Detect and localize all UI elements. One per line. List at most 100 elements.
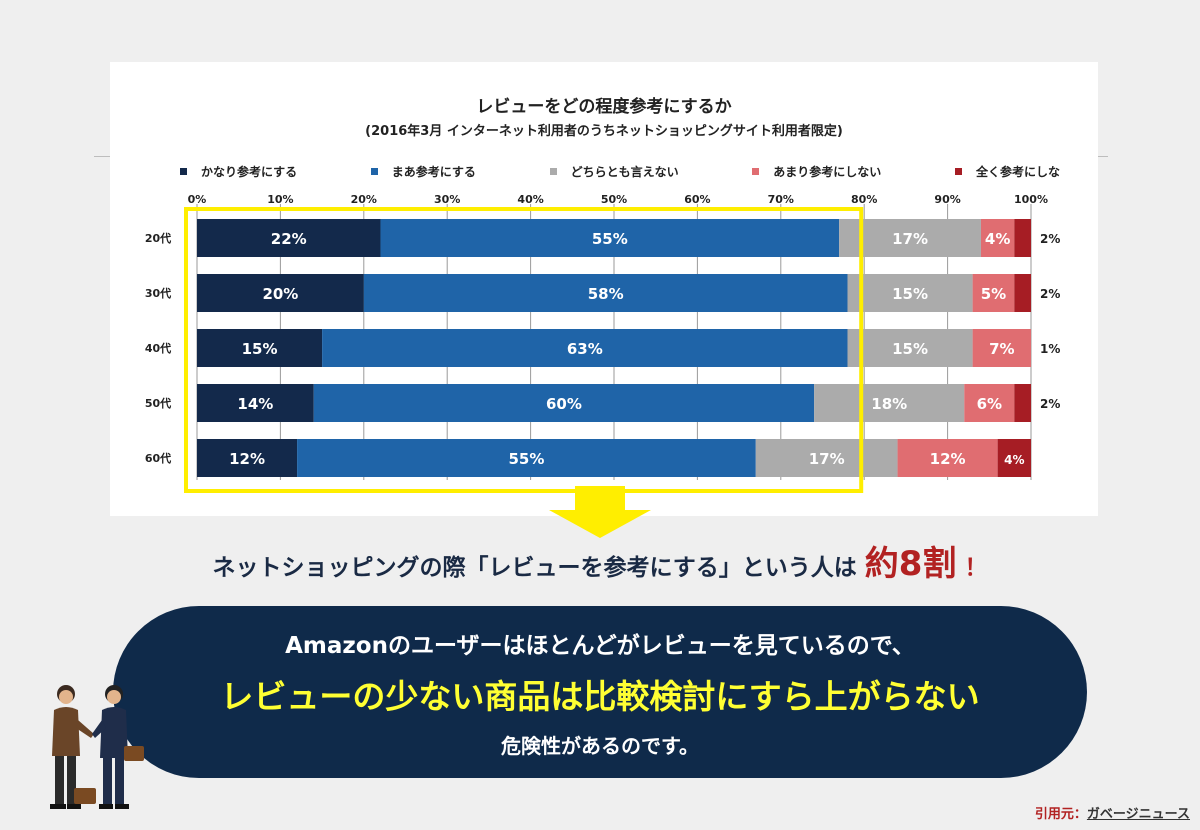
data-label: 15% xyxy=(892,285,928,303)
callout-line-3: 危険性があるのです。 xyxy=(501,734,699,758)
data-label: 7% xyxy=(989,340,1014,358)
data-label: 14% xyxy=(237,395,273,413)
x-tick-label: 80% xyxy=(851,193,877,206)
bar-segment xyxy=(980,219,1015,257)
data-label: 55% xyxy=(592,230,628,248)
data-label: 2% xyxy=(1040,397,1060,411)
chart-subtitle: (2016年3月 インターネット利用者のうちネットショッピングサイト利用者限定) xyxy=(365,124,843,139)
x-tick-label: 0% xyxy=(188,193,207,206)
legend-item: まあ参考にする xyxy=(370,163,476,180)
bar-segment xyxy=(972,274,1015,312)
bar-segment xyxy=(197,439,298,477)
data-label: 15% xyxy=(892,340,928,358)
business-people-illustration xyxy=(50,685,144,809)
bar-segment xyxy=(313,384,815,422)
legend-item: あまり参考にしない xyxy=(752,163,881,180)
bar-segment xyxy=(322,329,848,367)
chart-legend: かなり参考にする まあ参考にする どちらとも言えない あまり参考にしない 全く参考にしな xyxy=(180,162,1060,180)
bar-segment xyxy=(363,274,848,312)
x-tick-label: 60% xyxy=(684,193,710,206)
bar-segment xyxy=(297,439,756,477)
legend-label: どちらとも言えない xyxy=(570,164,679,179)
legend-label: 全く参考にしな xyxy=(975,164,1060,179)
data-label: 63% xyxy=(567,340,603,358)
x-tick-label: 40% xyxy=(517,193,543,206)
stacked-bar-chart: 0% 10% 20% 30% 40% 50% 60% 70% 80% 90% 100% 20代 22% 5… xyxy=(145,193,1060,493)
source-label: 引用元： xyxy=(1034,807,1087,822)
headline: ネットショッピングの際「レビューを参考にする」という人は 約8割 ！ xyxy=(0,536,1200,586)
data-label: 22% xyxy=(271,230,307,248)
data-label: 20% xyxy=(262,285,298,303)
divider-left xyxy=(94,156,110,157)
bar-segment xyxy=(897,439,998,477)
data-label: 2% xyxy=(1040,287,1060,301)
data-label: 4% xyxy=(1004,453,1024,467)
x-tick-label: 100% xyxy=(1014,193,1048,206)
bar-segment xyxy=(1014,384,1031,422)
bar-segment xyxy=(1014,219,1031,257)
data-label: 6% xyxy=(977,395,1002,413)
legend-label: かなり参考にする xyxy=(201,164,298,179)
source-link[interactable]: ガベージニュース xyxy=(1086,807,1190,822)
x-tick-label: 30% xyxy=(434,193,460,206)
bar-segment xyxy=(380,219,840,257)
bar-segment xyxy=(847,329,973,367)
data-label: 58% xyxy=(588,285,624,303)
legend-item: かなり参考にする xyxy=(180,163,297,180)
bar-segment xyxy=(197,219,381,257)
legend-swatch xyxy=(549,167,557,175)
legend-swatch xyxy=(954,167,962,175)
headline-suffix: ！ xyxy=(964,555,988,581)
data-label: 55% xyxy=(508,450,544,468)
legend-swatch xyxy=(370,167,378,175)
data-label: 18% xyxy=(871,395,907,413)
legend-label: あまり参考にしない xyxy=(773,164,882,179)
headline-emphasis: 約8割 xyxy=(864,544,957,584)
data-label: 5% xyxy=(981,285,1006,303)
category-label: 30代 xyxy=(145,286,171,300)
callout-box: Amazonのユーザーはほとんどがレビューを見ているので、 レビューの少ない商品… xyxy=(113,606,1087,778)
legend-item: どちらとも言えない xyxy=(549,163,679,180)
category-label: 20代 xyxy=(145,231,171,245)
x-tick-label: 10% xyxy=(267,193,293,206)
data-label: 12% xyxy=(930,450,966,468)
category-label: 40代 xyxy=(145,341,171,355)
data-label: 2% xyxy=(1040,232,1060,246)
data-label: 60% xyxy=(546,395,582,413)
legend-label: まあ参考にする xyxy=(391,164,476,179)
legend-item: 全く参考にしな xyxy=(954,163,1060,180)
data-label: 12% xyxy=(229,450,265,468)
highlight-frame xyxy=(184,207,864,493)
bar-segment xyxy=(197,329,323,367)
data-label: 17% xyxy=(892,230,928,248)
divider-right xyxy=(1098,156,1108,157)
callout-line-2: レビューの少ない商品は比較検討にすら上がらない xyxy=(220,677,980,716)
category-label: 50代 xyxy=(145,396,171,410)
bar-segment xyxy=(1014,274,1031,312)
bar-segment xyxy=(997,439,1031,477)
source-credit: 引用元：ガベージニュース xyxy=(1035,803,1190,822)
bar-segment xyxy=(197,384,314,422)
data-label: 15% xyxy=(242,340,278,358)
headline-prefix: ネットショッピングの際「レビューを参考にする」という人は xyxy=(212,555,857,581)
x-tick-label: 20% xyxy=(351,193,377,206)
x-tick-label: 70% xyxy=(768,193,794,206)
data-label: 4% xyxy=(985,230,1010,248)
category-label: 60代 xyxy=(145,451,171,465)
bar-segment xyxy=(972,329,1031,367)
bar-segment xyxy=(755,439,898,477)
bar-segment xyxy=(964,384,1015,422)
chart-title: レビューをどの程度参考にするか xyxy=(476,97,732,117)
legend-swatch xyxy=(752,167,760,175)
x-tick-label: 90% xyxy=(934,193,960,206)
data-label: 17% xyxy=(809,450,845,468)
data-label: 1% xyxy=(1040,342,1060,356)
bar-segment xyxy=(847,274,973,312)
x-tick-label: 50% xyxy=(601,193,627,206)
down-arrow-icon xyxy=(549,486,651,538)
legend-swatch xyxy=(180,167,187,175)
callout-line-1: Amazonのユーザーはほとんどがレビューを見ているので、 xyxy=(285,633,915,659)
chart-card: レビューをどの程度参考にするか (2016年3月 インターネット利用者のうちネッ… xyxy=(110,62,1098,516)
bar-segment xyxy=(814,384,965,422)
bar-segment xyxy=(197,274,364,312)
